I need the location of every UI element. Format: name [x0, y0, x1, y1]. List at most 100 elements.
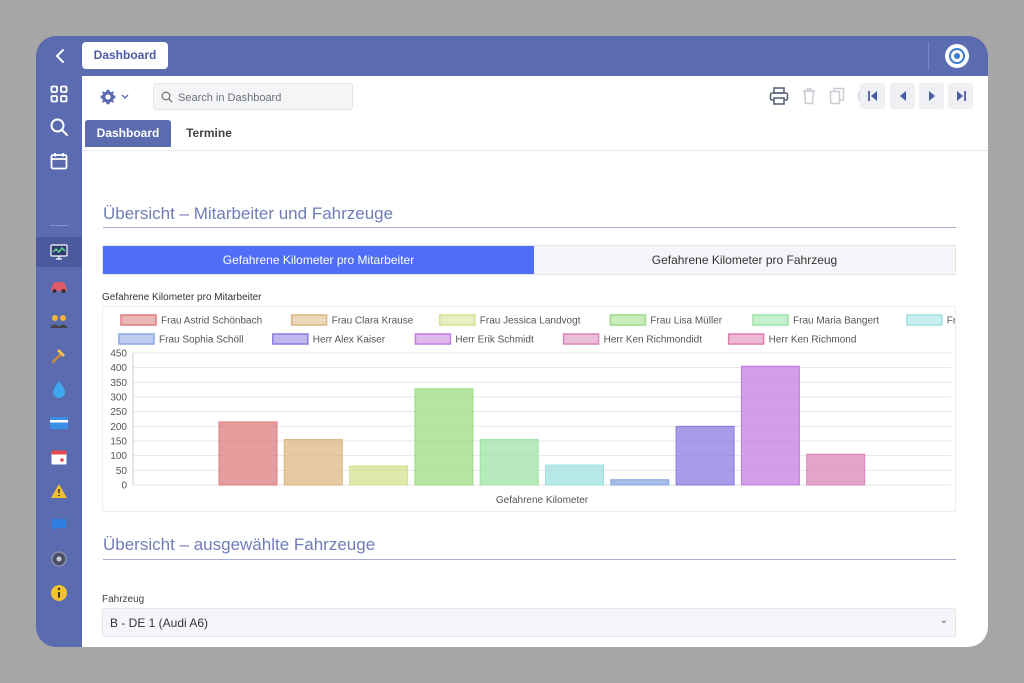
print-icon — [769, 87, 789, 105]
sidebar-item-people[interactable] — [36, 306, 82, 336]
bar — [740, 365, 800, 486]
bar — [283, 439, 343, 486]
chart-label: Gefahrene Kilometer pro Mitarbeiter — [102, 292, 262, 303]
hammer-icon — [51, 349, 65, 364]
section-divider — [103, 227, 956, 228]
y-tick-label: 300 — [110, 393, 127, 404]
vehicle-field-label: Fahrzeug — [102, 594, 145, 605]
target-icon[interactable] — [945, 44, 969, 68]
legend-label: Frau Nora Gemsen — [947, 316, 955, 327]
sidebar-item-messages[interactable] — [36, 510, 82, 540]
legend-swatch — [118, 333, 155, 345]
gear-icon — [100, 89, 116, 105]
tab-termine[interactable]: Termine — [186, 126, 232, 140]
copy-icon — [829, 87, 845, 105]
section-divider — [103, 559, 956, 560]
previous-button[interactable] — [890, 83, 915, 109]
chevron-down-icon — [121, 94, 129, 99]
chevron-down-icon: ⌄ — [939, 615, 948, 626]
section-title-overview: Übersicht – Mitarbeiter und Fahrzeuge — [103, 204, 394, 223]
people-icon — [50, 315, 68, 328]
sidebar-divider — [50, 225, 68, 226]
toggle-per-vehicle[interactable]: Gefahrene Kilometer pro Fahrzeug — [651, 253, 838, 267]
bar — [545, 464, 604, 486]
info-icon — [51, 585, 67, 601]
bar-chart: Frau Astrid Schönbach Frau Clara Krause Fr… — [110, 314, 988, 506]
sidebar-item-monitor[interactable] — [36, 237, 82, 267]
sidebar-item-car[interactable] — [36, 272, 82, 302]
sidebar-item-info[interactable] — [36, 578, 82, 608]
legend-swatch — [752, 314, 789, 326]
y-tick-label: 150 — [110, 437, 127, 448]
next-icon — [928, 91, 935, 101]
sidebar-item-calendar[interactable] — [36, 146, 82, 176]
bar — [806, 453, 866, 486]
legend-label: Frau Maria Bangert — [793, 316, 879, 327]
legend-label: Herr Ken Richmond — [769, 335, 857, 346]
bar — [414, 388, 474, 486]
legend-swatch — [562, 333, 600, 345]
sidebar-item-tools[interactable] — [36, 340, 82, 370]
top-tab-dashboard[interactable]: Dashboard — [82, 42, 168, 69]
back-icon[interactable] — [50, 45, 72, 67]
legend-label: Herr Alex Kaiser — [313, 335, 386, 346]
legend-swatch — [439, 314, 476, 326]
search-icon — [161, 91, 173, 103]
sidebar-item-card[interactable] — [36, 408, 82, 438]
sidebar-item-apps[interactable] — [36, 79, 82, 109]
y-tick-label: 200 — [110, 422, 127, 433]
calendar-date-icon — [51, 450, 67, 465]
grid-icon — [50, 85, 68, 103]
sidebar-item-search[interactable] — [36, 112, 82, 142]
last-page-button[interactable] — [948, 83, 973, 109]
bar — [675, 425, 735, 486]
search-input[interactable] — [176, 87, 350, 108]
chat-icon — [52, 519, 66, 531]
drop-icon — [53, 381, 65, 398]
sidebar — [36, 76, 82, 647]
legend-label: Frau Astrid Schönbach — [161, 316, 262, 327]
vehicle-select-value: B - DE 1 (Audi A6) — [110, 616, 209, 630]
legend-swatch — [727, 333, 765, 345]
sidebar-item-appointments[interactable] — [36, 442, 82, 472]
first-page-button[interactable] — [860, 83, 885, 109]
search-field[interactable] — [153, 83, 353, 110]
chart-container: Frau Astrid Schönbach Frau Clara Krause Fr… — [102, 306, 988, 512]
y-tick-label: 0 — [121, 481, 127, 492]
prev-icon — [899, 91, 906, 101]
y-tick-label: 450 — [110, 349, 127, 360]
x-axis-label: Gefahrene Kilometer — [496, 495, 589, 506]
bar — [610, 479, 670, 486]
legend-label: Frau Clara Krause — [332, 316, 414, 327]
cog-icon — [51, 551, 67, 567]
next-button[interactable] — [919, 83, 944, 109]
warning-icon — [51, 484, 67, 498]
search-icon — [50, 118, 68, 136]
legend-label: Frau Jessica Landvogt — [480, 316, 581, 327]
toolbar — [82, 76, 988, 116]
bar — [349, 465, 409, 486]
legend-swatch — [414, 333, 452, 345]
section-title-vehicles: Übersicht – ausgewählte Fahrzeuge — [103, 535, 376, 554]
toggle-per-employee[interactable]: Gefahrene Kilometer pro Mitarbeiter — [103, 246, 534, 274]
legend-label: Frau Lisa Müller — [650, 316, 722, 327]
vehicle-select[interactable]: B - DE 1 (Audi A6) ⌄ — [102, 608, 956, 637]
legend-swatch — [290, 314, 328, 326]
settings-dropdown[interactable] — [100, 87, 134, 107]
skip-back-icon — [867, 91, 877, 101]
delete-button[interactable] — [798, 85, 820, 107]
legend-label: Herr Erik Schmidt — [455, 335, 534, 346]
top-divider — [928, 42, 929, 70]
chart-toggle: Gefahrene Kilometer pro Mitarbeiter Gefa… — [102, 245, 956, 275]
subtab-bar: Dashboard Termine — [82, 116, 988, 151]
legend-swatch — [609, 314, 647, 326]
y-tick-label: 50 — [116, 466, 128, 477]
y-tick-label: 400 — [110, 363, 127, 374]
sidebar-item-warnings[interactable] — [36, 476, 82, 506]
legend-swatch — [120, 314, 157, 326]
print-button[interactable] — [768, 85, 790, 107]
copy-button[interactable] — [826, 85, 848, 107]
sidebar-item-water[interactable] — [36, 374, 82, 404]
sidebar-item-settings[interactable] — [36, 544, 82, 574]
tab-dashboard[interactable]: Dashboard — [85, 120, 171, 147]
